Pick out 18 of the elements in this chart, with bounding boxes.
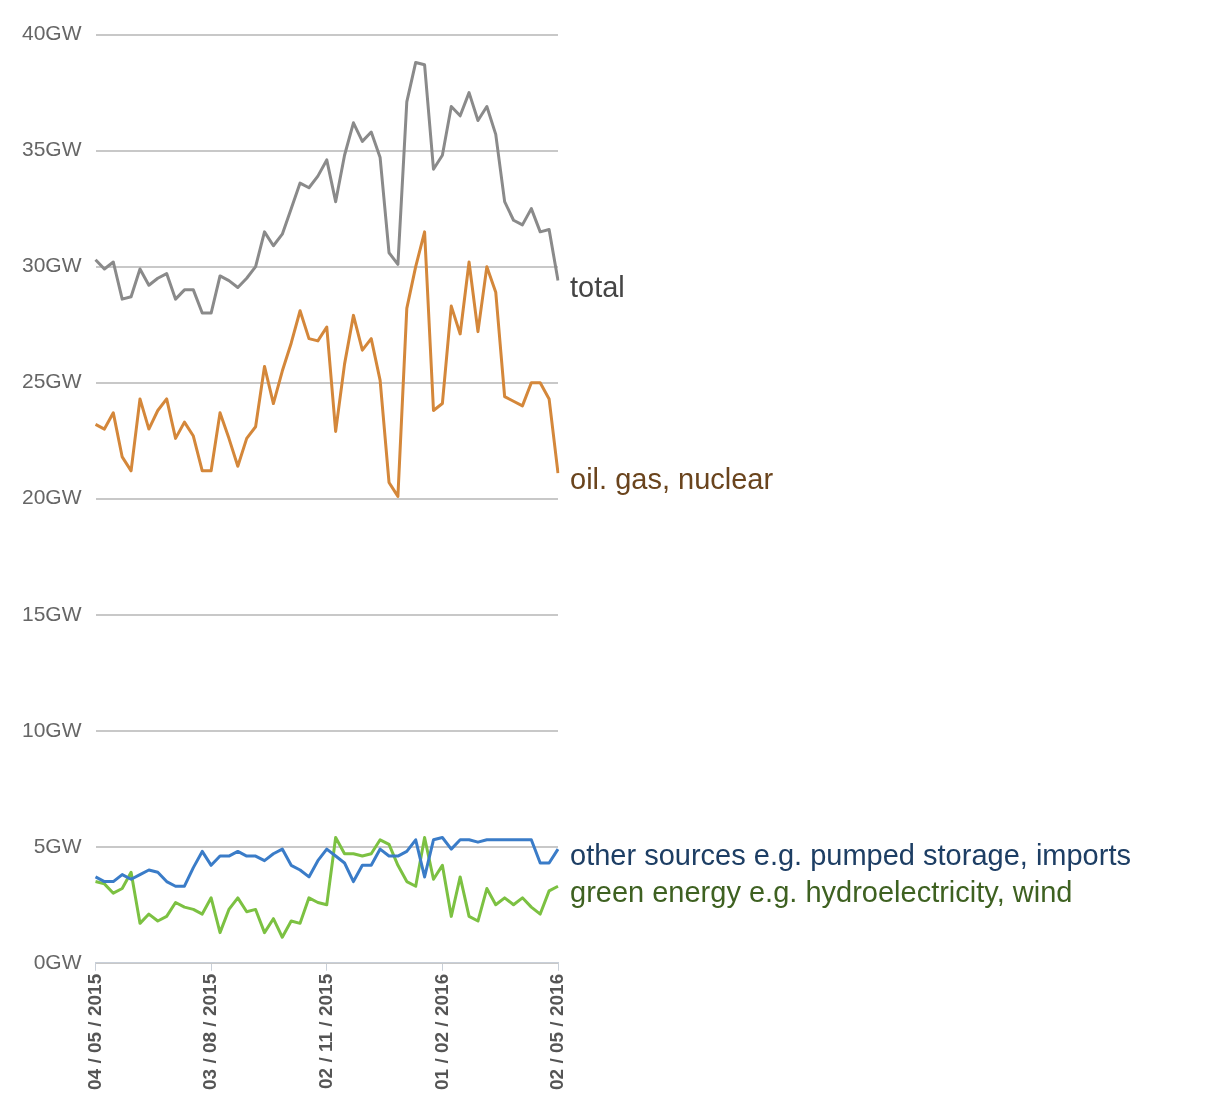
x-tick-label: 03 / 08 / 2015 <box>199 973 221 1091</box>
y-tick-label: 5GW <box>33 833 82 857</box>
x-tick-label: 01 / 02 / 2016 <box>430 973 452 1091</box>
x-tick-label: 02 / 05 / 2016 <box>546 973 568 1091</box>
y-tick-label: 30GW <box>22 253 82 277</box>
series-label: other sources e.g. pumped storage, imports <box>570 839 1131 872</box>
x-tick-label: 04 / 05 / 2015 <box>83 973 105 1091</box>
y-tick-label: 40GW <box>22 21 82 45</box>
y-tick-label: 25GW <box>22 369 82 393</box>
y-tick-label: 20GW <box>22 485 82 509</box>
y-tick-label: 0GW <box>33 949 82 973</box>
series-label: oil. gas, nuclear <box>570 463 774 496</box>
y-tick-label: 15GW <box>22 601 82 625</box>
x-tick-label: 02 / 11 / 2015 <box>314 973 336 1089</box>
y-tick-label: 10GW <box>22 717 82 741</box>
series-label: total <box>570 270 625 303</box>
series-label: green energy e.g. hydroelectricity, wind <box>570 876 1073 909</box>
y-tick-label: 35GW <box>22 137 82 161</box>
